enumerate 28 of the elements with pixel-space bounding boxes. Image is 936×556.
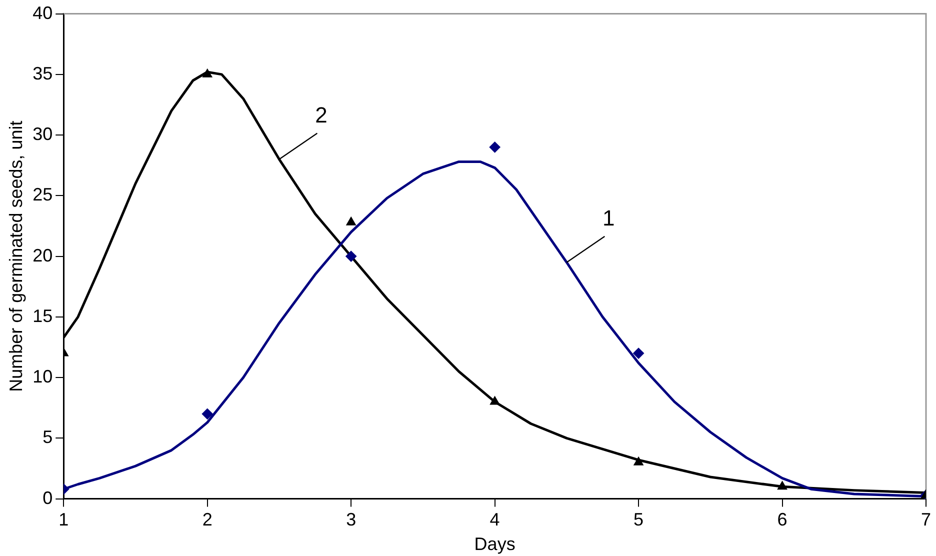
y-tick-label: 5 bbox=[42, 427, 53, 448]
x-tick-label: 5 bbox=[634, 510, 644, 530]
point bbox=[346, 216, 356, 226]
point bbox=[489, 142, 500, 153]
annotation: 2 bbox=[315, 102, 328, 128]
x-axis-title: Days bbox=[474, 534, 516, 554]
point bbox=[202, 408, 213, 420]
x-tick-label: 4 bbox=[490, 510, 500, 530]
point bbox=[634, 456, 644, 466]
point bbox=[490, 396, 500, 405]
y-tick-label: 30 bbox=[32, 124, 53, 144]
x-tick-label: 7 bbox=[920, 510, 932, 530]
y-axis-title: Number of germinated seeds, unit bbox=[6, 120, 26, 392]
y-tick-label: 25 bbox=[32, 184, 53, 205]
y-tick-label: 10 bbox=[32, 366, 53, 387]
y-tick-label: 15 bbox=[32, 306, 53, 326]
x-tick-label: 3 bbox=[346, 510, 356, 530]
point bbox=[633, 348, 644, 359]
x-tick-label: 2 bbox=[202, 510, 212, 530]
annotation: 1 bbox=[602, 205, 615, 230]
y-tick-label: 40 bbox=[32, 2, 53, 23]
y-tick-label: 35 bbox=[32, 63, 53, 84]
x-tick-label: 1 bbox=[58, 510, 69, 530]
y-tick-label: 0 bbox=[42, 488, 53, 508]
x-tick-label: 6 bbox=[777, 510, 788, 530]
point bbox=[202, 68, 212, 78]
point bbox=[346, 250, 357, 262]
y-tick-label: 20 bbox=[32, 245, 53, 266]
